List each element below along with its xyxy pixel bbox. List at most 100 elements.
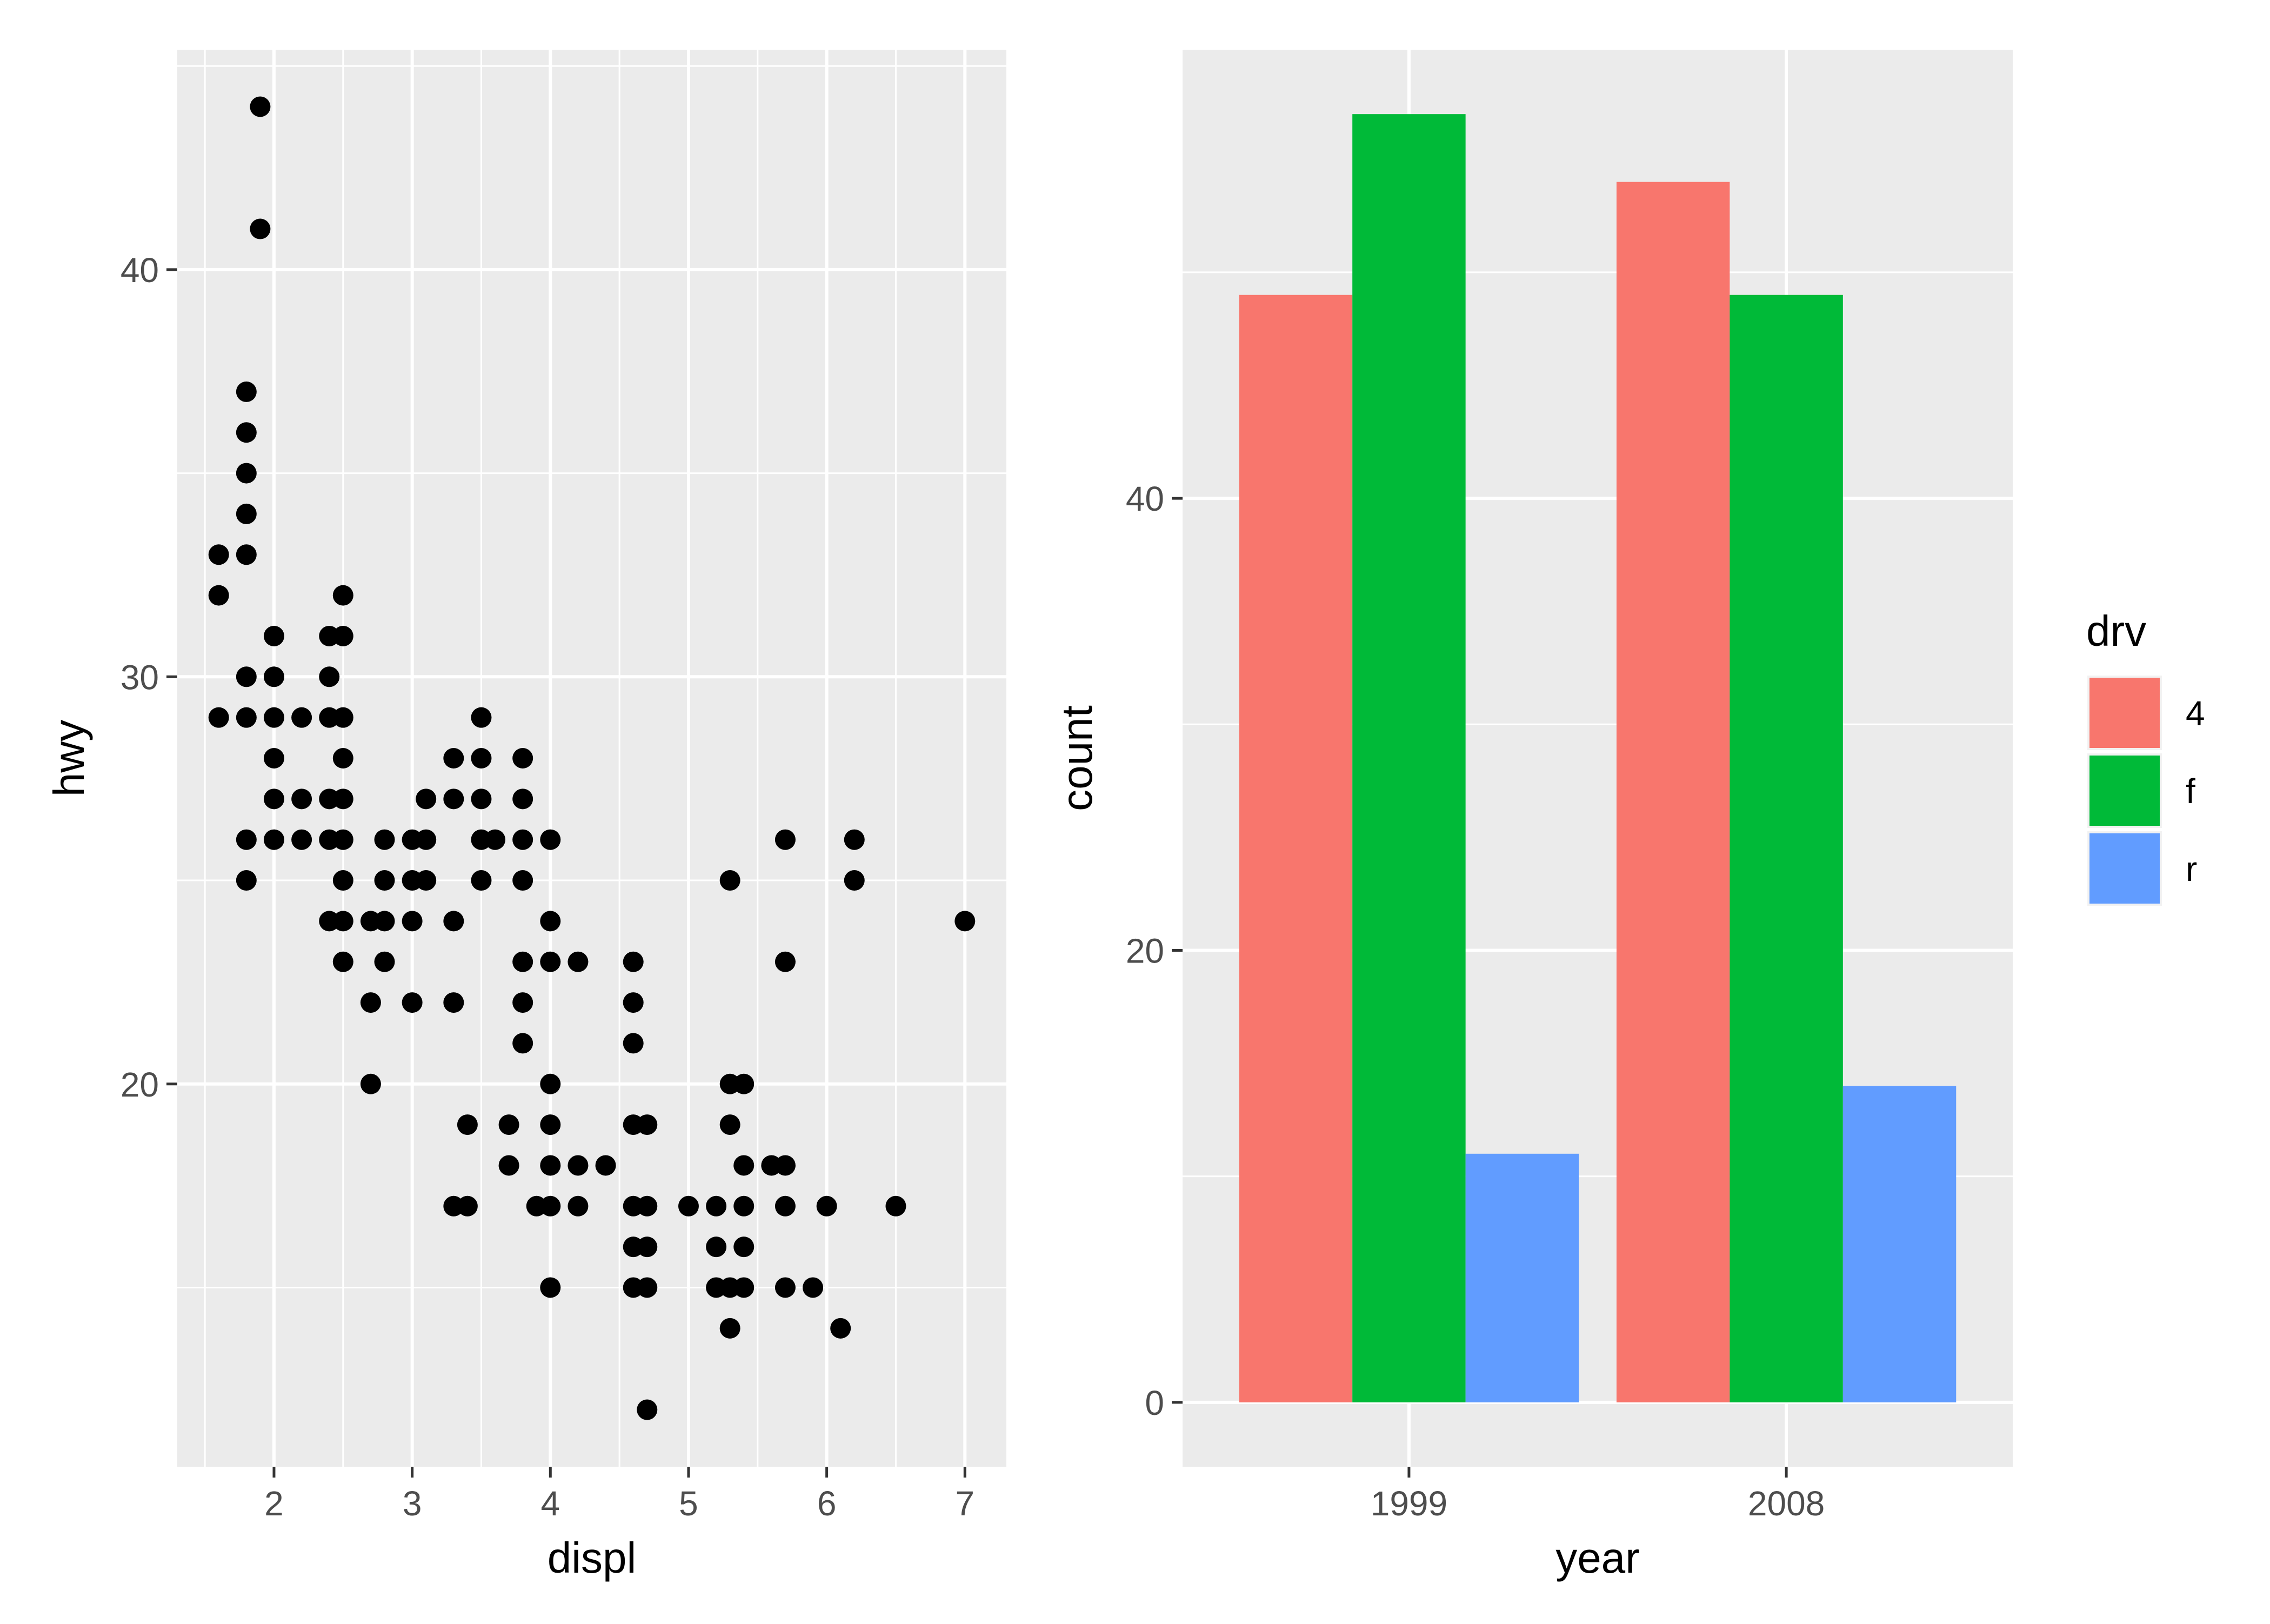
scatter-point <box>263 666 284 687</box>
scatter-x-tick-label: 3 <box>403 1484 422 1523</box>
scatter-point <box>775 1155 796 1176</box>
scatter-point <box>623 951 644 972</box>
bar-x-axis: 1999 2008 <box>1371 1467 1825 1523</box>
bar-1999-drv-4 <box>1239 295 1353 1402</box>
scatter-point <box>623 992 644 1013</box>
scatter-x-tick-label: 5 <box>679 1484 698 1523</box>
scatter-point <box>291 829 312 850</box>
legend-key-4 <box>2089 678 2160 748</box>
scatter-point <box>733 1073 755 1094</box>
scatter-point <box>332 707 353 728</box>
scatter-point <box>374 911 395 932</box>
scatter-point <box>236 544 257 565</box>
scatter-point <box>332 788 353 810</box>
scatter-point <box>416 829 437 850</box>
scatter-point <box>332 585 353 606</box>
legend: drv 4 f r <box>2086 607 2205 906</box>
scatter-point <box>402 992 423 1013</box>
scatter-point <box>844 870 865 891</box>
scatter-point <box>374 829 395 850</box>
scatter-point <box>291 788 312 810</box>
legend-label-f: f <box>2186 772 2195 811</box>
scatter-major-gridlines <box>177 50 1006 1467</box>
scatter-point <box>719 1318 740 1339</box>
bar-1999-drv-r <box>1465 1153 1579 1402</box>
scatter-point <box>443 911 464 932</box>
bar-y-axis-title: count <box>1053 705 1101 811</box>
scatter-point <box>208 544 229 565</box>
scatter-point <box>498 1114 519 1135</box>
scatter-point <box>719 1114 740 1135</box>
scatter-panel-background <box>177 50 1006 1467</box>
bar-x-tick-label: 2008 <box>1748 1484 1825 1523</box>
scatter-point <box>332 870 353 891</box>
legend-label-r: r <box>2186 850 2197 888</box>
scatter-point <box>236 381 257 402</box>
scatter-point <box>250 96 271 117</box>
scatter-point <box>332 829 353 850</box>
scatter-point <box>236 707 257 728</box>
scatter-y-tick-label: 30 <box>121 658 159 697</box>
scatter-point <box>637 1277 658 1298</box>
scatter-x-tick-label: 2 <box>264 1484 284 1523</box>
scatter-point <box>568 1155 589 1176</box>
scatter-point <box>512 951 533 972</box>
scatter-point <box>471 870 492 891</box>
scatter-point <box>236 829 257 850</box>
scatter-point <box>540 1155 561 1176</box>
scatter-point <box>678 1195 699 1217</box>
scatter-point <box>775 829 796 850</box>
scatter-point <box>733 1237 755 1258</box>
bar-x-axis-title: year <box>1555 1534 1640 1582</box>
scatter-point <box>512 748 533 768</box>
scatter-point <box>236 666 257 687</box>
scatter-point <box>416 788 437 810</box>
scatter-point <box>568 951 589 972</box>
scatter-point <box>250 218 271 239</box>
scatter-point <box>637 1195 658 1217</box>
scatter-point <box>623 1033 644 1054</box>
scatter-point <box>595 1155 616 1176</box>
scatter-point <box>733 1155 755 1176</box>
scatter-point <box>775 1195 796 1217</box>
scatter-point <box>236 870 257 891</box>
bar-x-tick-label: 1999 <box>1371 1484 1447 1523</box>
scatter-point <box>263 707 284 728</box>
scatter-point <box>540 951 561 972</box>
scatter-point <box>540 1195 561 1217</box>
scatter-point <box>485 829 506 850</box>
bar-2008-drv-r <box>1842 1086 1957 1402</box>
scatter-point <box>263 748 284 768</box>
scatter-point <box>443 788 464 810</box>
scatter-points <box>208 96 976 1420</box>
scatter-point <box>263 625 284 646</box>
bar-y-axis: 0 20 40 <box>1126 479 1183 1422</box>
scatter-point <box>540 1277 561 1298</box>
legend-key-f <box>2089 756 2160 826</box>
scatter-point <box>416 870 437 891</box>
bar-1999-drv-f <box>1352 114 1466 1402</box>
legend-key-r <box>2089 833 2160 904</box>
scatter-point <box>208 707 229 728</box>
scatter-point <box>733 1277 755 1298</box>
scatter-point <box>291 707 312 728</box>
scatter-point <box>332 625 353 646</box>
bar-chart: 1999 2008 0 20 40 year count <box>1053 50 2013 1582</box>
scatter-point <box>332 911 353 932</box>
bar-2008-drv-4 <box>1616 182 1730 1402</box>
scatter-x-axis: 2 3 4 5 6 7 <box>264 1467 974 1523</box>
scatter-point <box>498 1155 519 1176</box>
scatter-point <box>471 748 492 768</box>
scatter-point <box>236 463 257 484</box>
scatter-point <box>374 870 395 891</box>
bar-2008-drv-f <box>1730 295 1843 1402</box>
scatter-point <box>332 748 353 768</box>
scatter-point <box>512 992 533 1013</box>
scatter-point <box>954 911 976 932</box>
scatter-x-axis-title: displ <box>548 1534 637 1582</box>
scatter-x-tick-label: 6 <box>817 1484 837 1523</box>
scatter-x-tick-label: 4 <box>541 1484 560 1523</box>
scatter-y-tick-label: 40 <box>121 251 159 290</box>
